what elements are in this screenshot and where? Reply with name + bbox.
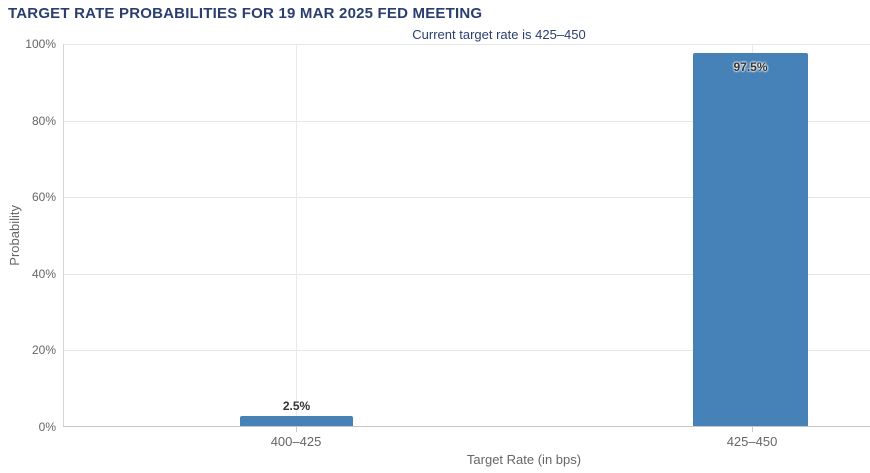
x-tick-425-450 [752,427,753,432]
gridline-20 [63,350,870,351]
plot-area: 2.5% 97.5% [63,44,870,432]
bar-425-450[interactable] [693,52,808,426]
y-axis-title-wrap: Probability [6,44,22,427]
x-axis-title: Target Rate (in bps) [466,452,582,467]
y-tick-label-80: 80% [31,114,56,128]
chart-subtitle: Current target rate is 425–450 [412,27,586,42]
bar-value-label-425-450: 97.5% [733,59,768,74]
gridline-80 [63,120,870,122]
x-axis-line [63,426,870,427]
bar-value-label-400-425: 2.5% [282,399,311,414]
bar-400-425[interactable] [240,416,353,426]
y-axis-line [63,44,64,427]
x-tick-label-400-425: 400–425 [270,434,322,449]
gridline-category-400-425 [296,44,297,426]
y-tick-label-100: 100% [25,37,56,51]
chart-title: TARGET RATE PROBABILITIES FOR 19 MAR 202… [8,5,483,22]
y-axis-title: Probability [6,205,22,266]
gridline-60 [63,197,870,198]
y-tick-label-60: 60% [31,190,56,204]
x-tick-400-425 [296,427,297,432]
x-tick-label-425-450: 425–450 [726,434,778,449]
y-tick-label-0: 0% [38,420,56,434]
y-tick-label-40: 40% [31,267,56,281]
gridline-100 [63,44,870,45]
gridline-40 [63,273,870,275]
y-tick-label-20: 20% [31,343,56,357]
